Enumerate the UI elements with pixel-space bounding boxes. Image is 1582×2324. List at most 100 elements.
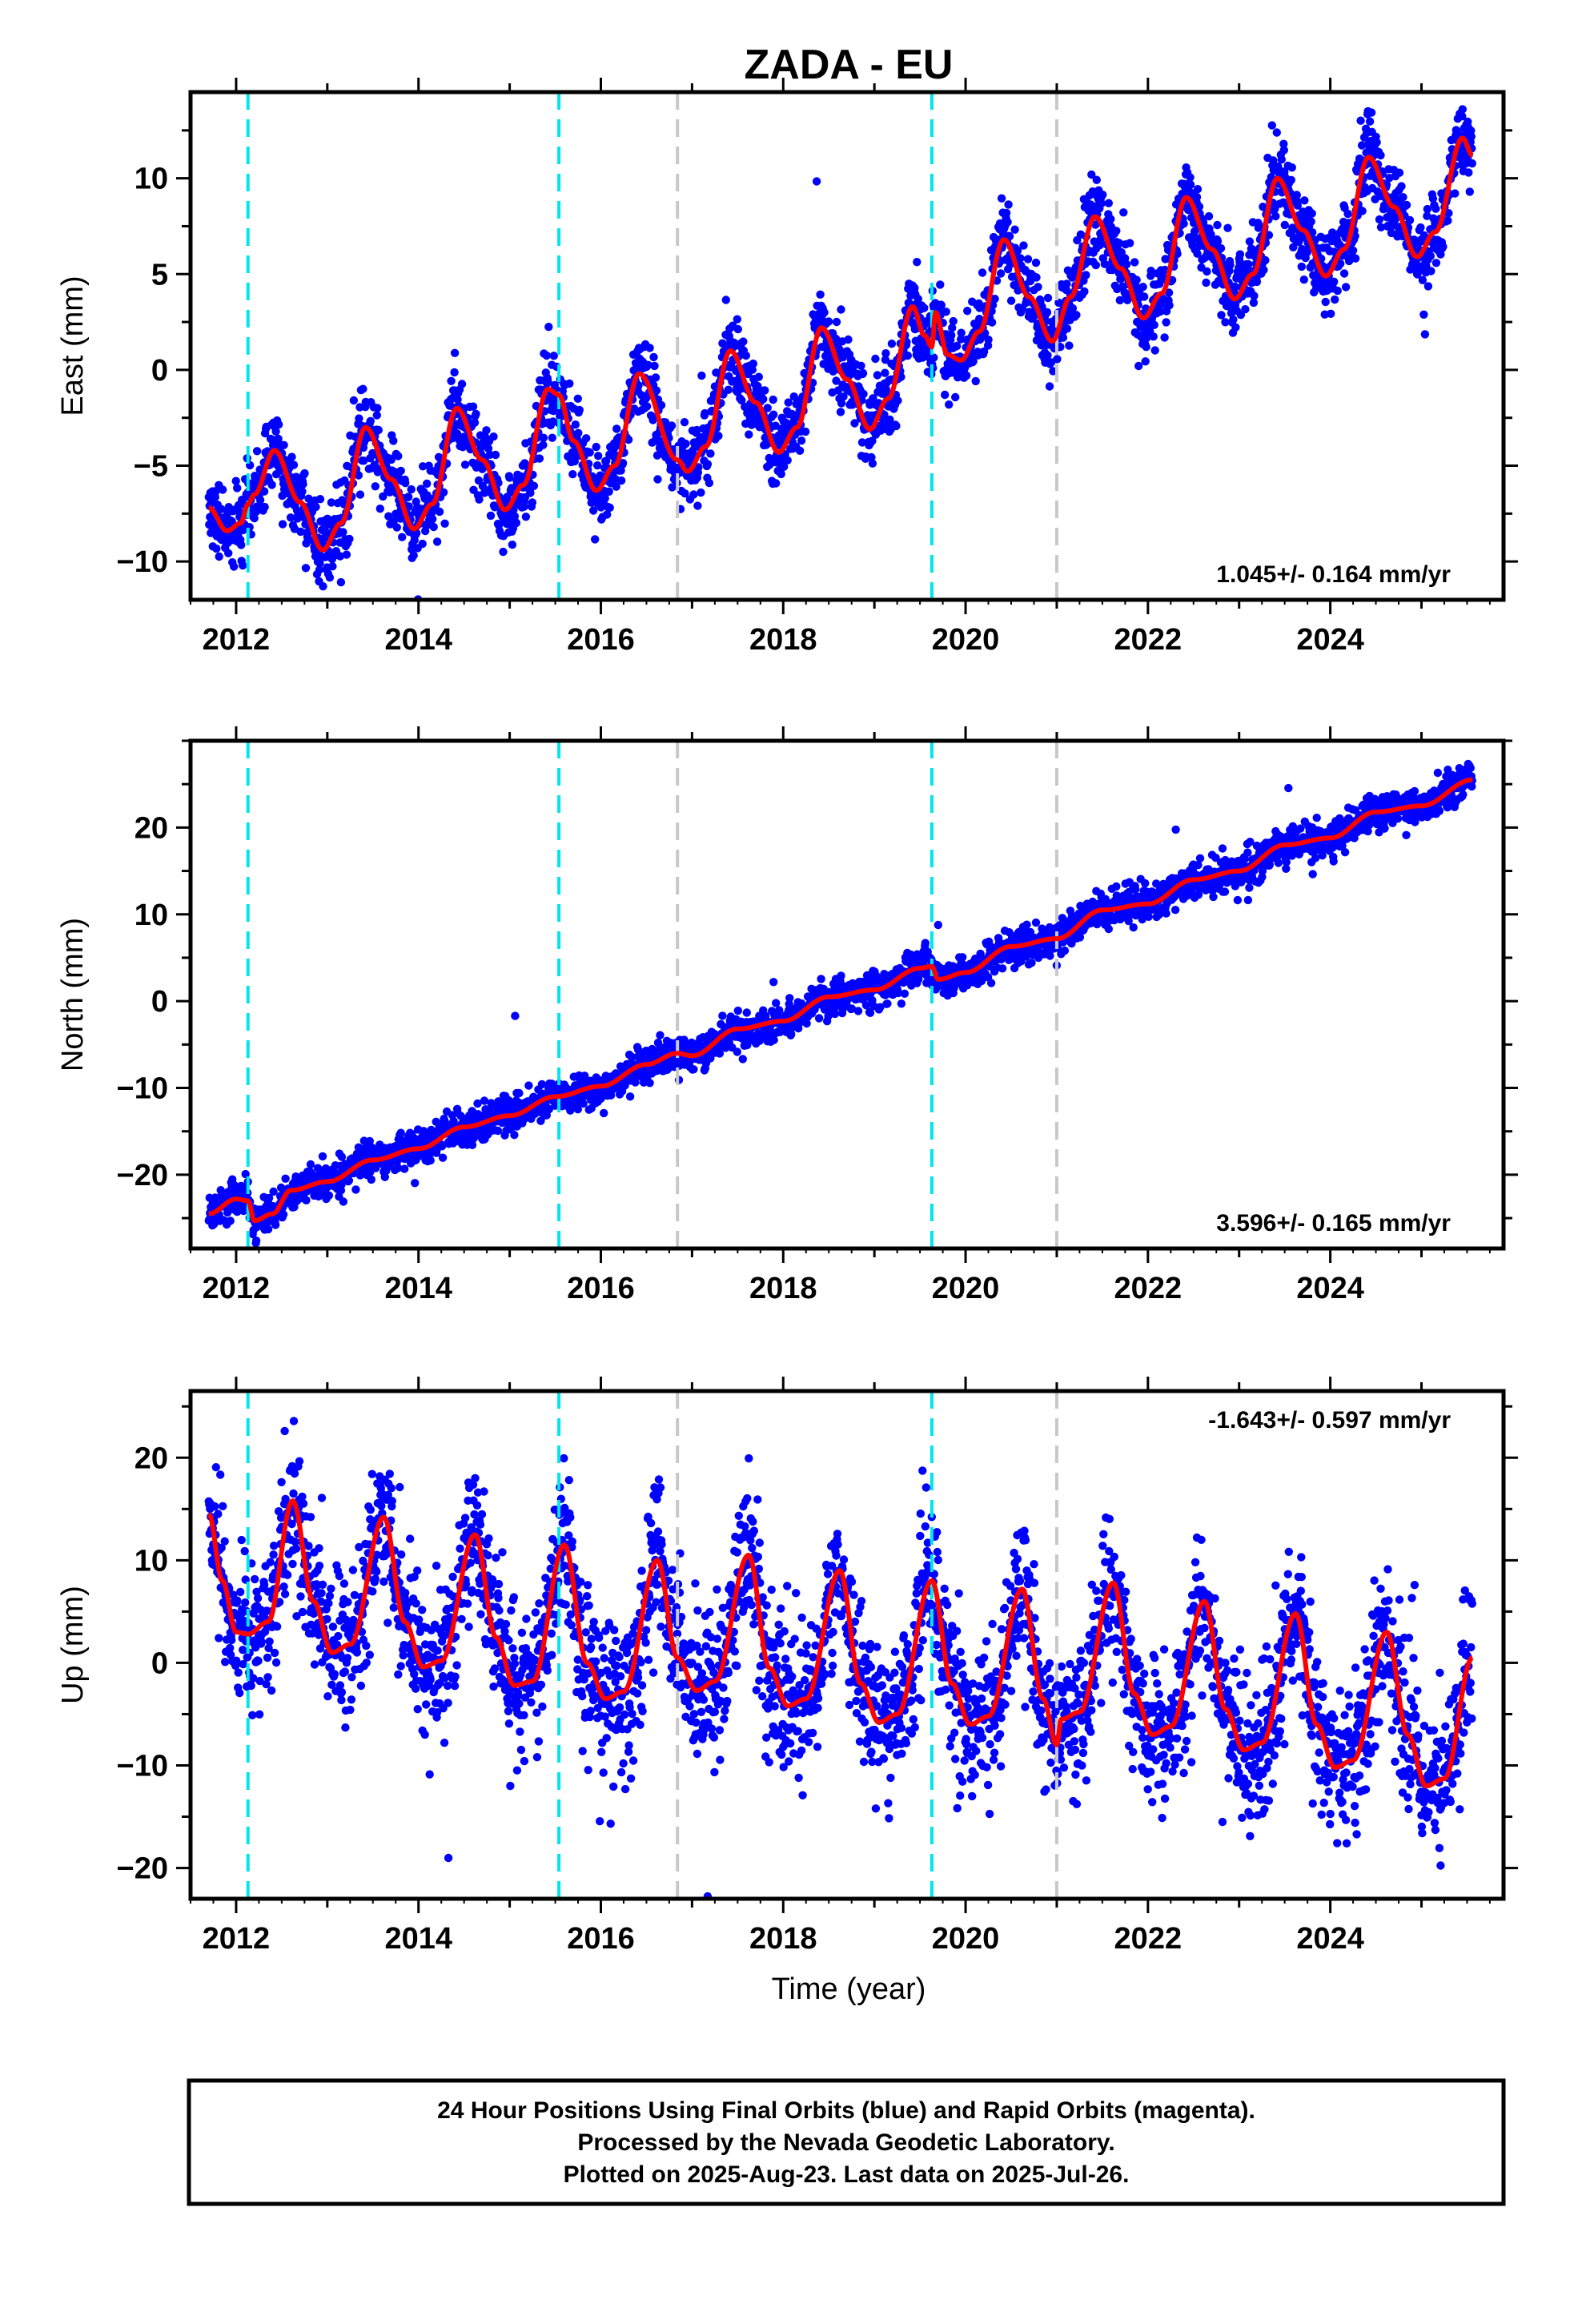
panel-east-point-1897 <box>962 371 971 380</box>
panel-east-point-2931 <box>1375 215 1384 224</box>
panel-east-point-1323 <box>733 315 741 324</box>
panel-east-point-1345 <box>741 351 750 360</box>
panel-east-point-2365 <box>1149 332 1158 341</box>
panel-east-point-716 <box>490 503 500 512</box>
panel-east-point-810 <box>528 498 537 507</box>
panel-east-point-2534 <box>1216 243 1226 253</box>
panel-east-point-1791 <box>920 304 929 312</box>
panel-east-point-1997 <box>1002 208 1011 218</box>
panel-east-point-975 <box>594 452 603 460</box>
panel-north-point-1533 <box>817 975 825 983</box>
panel-east-point-2458 <box>1186 180 1195 189</box>
panel-east-point-234 <box>298 487 307 496</box>
panel-east-point-1541 <box>820 308 829 317</box>
panel-east-point-507 <box>407 485 416 494</box>
panel-east-point-1124 <box>653 475 662 484</box>
panel-east-point-1214 <box>689 490 698 499</box>
panel-east-point-279 <box>315 495 325 504</box>
panel-north-point-149 <box>263 1224 273 1234</box>
panel-north-point-1347 <box>742 1008 751 1017</box>
panel-east-point-1334 <box>737 396 746 405</box>
panel-north-point-333 <box>337 1152 347 1161</box>
panel-east-point-35 <box>219 485 227 494</box>
panel-east-point-1234 <box>697 371 706 380</box>
panel-east-point-71 <box>233 484 242 493</box>
panel-east-point-1636 <box>857 438 867 447</box>
panel-east-point-1020 <box>612 482 620 491</box>
panel-east-point-307 <box>327 498 336 507</box>
panel-east-ytick-label--10: −10 <box>117 545 168 579</box>
panel-east-point-2243 <box>1100 259 1110 268</box>
panel-east-point-2480 <box>1195 202 1204 211</box>
panel-east-point-17 <box>211 487 220 497</box>
panel-east-point-2323 <box>1132 275 1141 284</box>
panel-east-point-2571 <box>1231 323 1240 332</box>
panel-east-point-1721 <box>892 421 901 431</box>
panel-east-point-268 <box>311 502 320 512</box>
panel-east-point-2710 <box>1287 175 1296 184</box>
panel-east-point-1710 <box>887 340 897 348</box>
panel-east-point-849 <box>544 376 552 386</box>
panel-east-point-1776 <box>913 295 923 304</box>
panel-east-point-753 <box>505 473 514 482</box>
panel-east-point-1249 <box>703 460 713 468</box>
panel-east-point-760 <box>508 541 517 549</box>
panel-east-point-1669 <box>871 354 880 364</box>
panel-east-point-1572 <box>832 317 841 327</box>
panel-east-point-2009 <box>1006 296 1016 305</box>
panel-east-point-1884 <box>957 328 966 337</box>
panel-east-xtick-label-2020: 2020 <box>932 623 1000 657</box>
panel-east-point-375 <box>354 471 363 480</box>
panel-east-point-928 <box>575 405 584 415</box>
panel-east-point-607 <box>447 376 456 385</box>
panel-east-point-1033 <box>616 476 626 485</box>
panel-east-point-2393 <box>1160 333 1169 342</box>
panel-east-point-85 <box>239 561 247 570</box>
panel-east-point-129 <box>255 496 265 505</box>
panel-east-point-1859 <box>947 331 956 340</box>
panel-north-point-1130 <box>656 1031 665 1039</box>
panel-east-point-1116 <box>650 361 659 371</box>
panel-east-point-2691 <box>1279 139 1288 148</box>
panel-east-ytick-label-5: 5 <box>151 258 168 292</box>
panel-east-point-1952 <box>984 336 993 344</box>
panel-east-point-2025 <box>1013 246 1022 255</box>
panel-east-point-2833 <box>1336 259 1345 268</box>
panel-east-point-471 <box>392 523 401 532</box>
panel-east-point-1873 <box>953 341 962 351</box>
panel-east-point-2999 <box>1402 200 1411 210</box>
panel-east-point-2674 <box>1272 128 1282 137</box>
panel-north-point-1414 <box>769 978 778 987</box>
panel-east-point-1661 <box>868 436 877 445</box>
panel-north-point-1337 <box>738 1055 747 1063</box>
panel-east-point-1192 <box>681 489 689 498</box>
panel-east-point-386 <box>359 384 367 393</box>
panel-east-point-2743 <box>1300 196 1309 205</box>
panel-east-point-737 <box>499 547 508 557</box>
panel-east-point-2149 <box>1062 324 1072 333</box>
panel-north-point-192 <box>281 1174 290 1184</box>
panel-north-point-586 <box>438 1153 448 1162</box>
panel-east-point-2281 <box>1115 296 1125 305</box>
panel-east-point-168 <box>271 427 280 436</box>
panel-east-point-2843 <box>1339 269 1349 278</box>
panel-east-point-363 <box>349 396 359 405</box>
panel-north-point-403 <box>365 1136 374 1146</box>
panel-east-point-2961 <box>1387 228 1396 238</box>
panel-north-point-1568 <box>830 1009 840 1019</box>
panel-east-point-2907 <box>1365 117 1375 126</box>
panel-north-point-1104 <box>645 1079 654 1088</box>
panel-east-point-2298 <box>1122 259 1131 269</box>
panel-east-point-2032 <box>1016 254 1025 263</box>
panel-east-point-2645 <box>1261 255 1270 265</box>
panel-east-point-1941 <box>979 347 989 356</box>
panel-east-point-560 <box>428 515 437 524</box>
panel-east-point-1691 <box>880 410 889 419</box>
panel-east-point-2525 <box>1213 220 1222 230</box>
panel-east-point-2099 <box>1042 308 1052 317</box>
panel-east-rate: 1.045+/- 0.164 mm/yr <box>1216 561 1451 588</box>
panel-east-ytick-label-0: 0 <box>151 354 168 388</box>
panel-east-point-1377 <box>754 372 763 381</box>
